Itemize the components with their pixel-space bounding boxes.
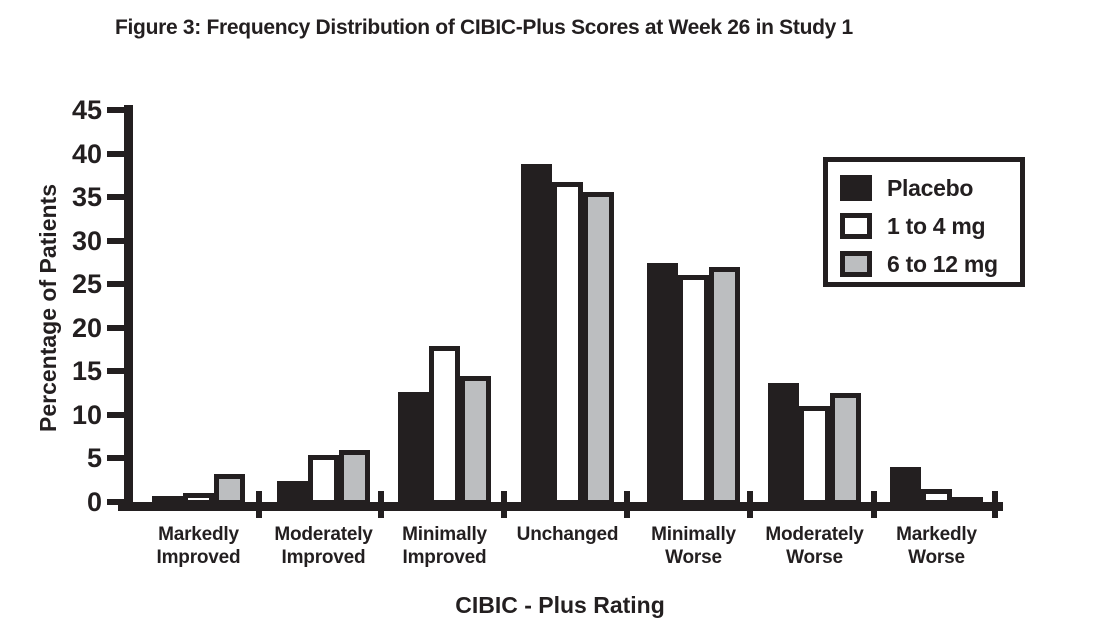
legend-label: 6 to 12 mg [887,250,998,277]
y-axis-tick [107,499,124,505]
legend-swatch-placebo [840,175,872,201]
x-axis-category-label: Unchanged [516,524,619,545]
x-axis-category-label: Markedly Improved [156,524,241,568]
bar-1-to-4-mg-unchanged [552,182,583,505]
bar-6-to-12-mg-unchanged [583,192,614,505]
bar-placebo-minimally-worse [647,263,678,505]
y-axis-tick [107,368,124,375]
y-axis-tick-label: 5 [86,443,102,474]
y-axis-tick [107,281,124,288]
legend-swatch-1-to-4-mg [840,213,872,239]
y-axis-tick [107,324,124,331]
y-axis-tick [107,107,124,113]
legend-item-6-to-12-mg: 6 to 12 mg [840,245,1020,283]
bar-1-to-4-mg-minimally-improved [429,346,460,505]
bar-placebo-markedly-improved [152,496,183,505]
x-axis-category-label: Moderately Worse [765,524,864,568]
bar-6-to-12-mg-minimally-worse [709,267,740,505]
bar-1-to-4-mg-moderately-worse [799,406,830,505]
bar-placebo-minimally-improved [398,392,429,505]
bar-placebo-moderately-improved [277,481,308,505]
y-axis-tick-label: 20 [71,312,102,343]
legend-label: 1 to 4 mg [887,212,986,239]
y-axis-tick-label: 10 [71,399,102,430]
legend-label: Placebo [887,174,974,201]
bar-6-to-12-mg-moderately-improved [339,450,370,505]
x-axis-title: CIBIC - Plus Rating [455,592,665,618]
y-axis-tick [107,237,124,244]
y-axis-tick-label: 35 [71,182,102,213]
bar-1-to-4-mg-minimally-worse [678,275,709,505]
chart-title: Figure 3: Frequency Distribution of CIBI… [115,16,853,39]
legend-box: Placebo 1 to 4 mg 6 to 12 mg [823,157,1025,287]
x-axis-category-label: Minimally Worse [651,524,736,568]
bar-6-to-12-mg-minimally-improved [460,376,491,505]
x-axis-category-label: Minimally Improved [402,524,487,568]
y-axis-line [124,105,133,511]
y-axis-tick [107,194,124,201]
x-axis-line [118,502,1003,511]
y-axis-tick [107,455,124,462]
bar-placebo-unchanged [521,164,552,505]
bar-6-to-12-mg-markedly-improved [214,474,245,505]
bar-6-to-12-mg-moderately-worse [830,393,861,505]
legend-item-1-to-4-mg: 1 to 4 mg [840,207,1020,245]
y-axis-tick [107,411,124,418]
legend-item-placebo: Placebo [840,169,1020,207]
y-axis-tick-label: 45 [71,95,102,125]
y-axis-tick-label: 0 [86,487,102,517]
y-axis-tick-label: 40 [71,138,102,169]
x-axis-category-label: Moderately Improved [274,524,373,568]
x-axis-category-label: Markedly Worse [896,524,977,568]
bar-1-to-4-mg-moderately-improved [308,455,339,505]
bar-placebo-moderately-worse [768,383,799,505]
y-axis-tick-label: 25 [71,269,102,300]
y-axis-tick [107,150,124,157]
y-axis-tick-label: 30 [71,225,102,256]
y-axis-tick-label: 15 [71,356,102,387]
legend-swatch-6-to-12-mg [840,251,872,277]
bar-placebo-markedly-worse [890,467,921,505]
